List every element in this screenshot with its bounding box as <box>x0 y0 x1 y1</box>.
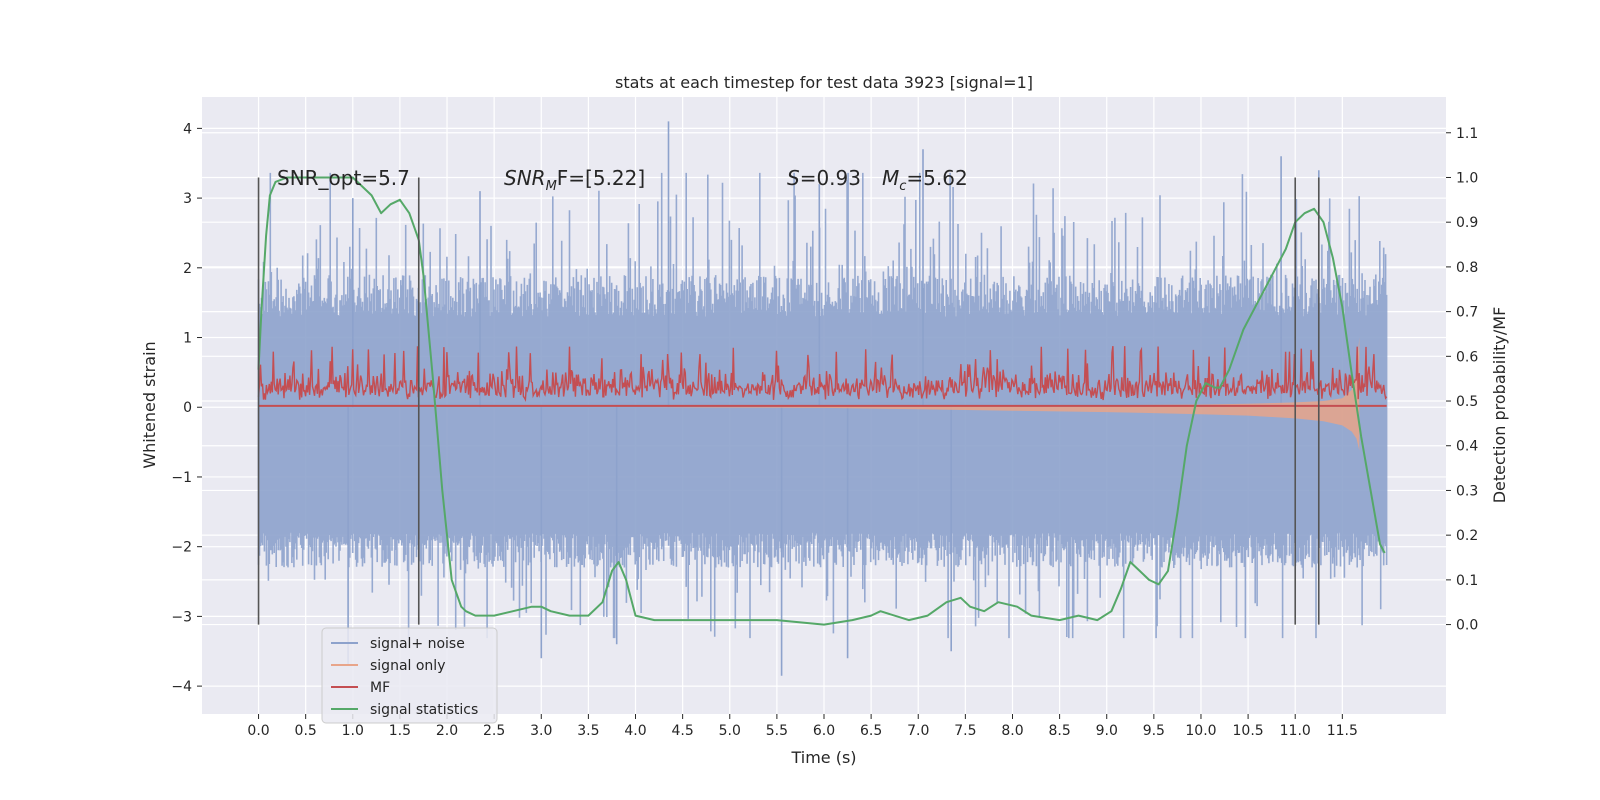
vertical-markers <box>257 177 1320 625</box>
x-tick-label: 0.5 <box>295 723 317 739</box>
y-left-tick-label: −3 <box>171 609 192 625</box>
series-signal-noise-spikes <box>347 121 1320 676</box>
x-tick-label: 5.5 <box>766 723 788 739</box>
x-tick-label: 9.0 <box>1096 723 1118 739</box>
x-tick-label: 0.0 <box>247 723 269 739</box>
y-right-tick-label: 0.4 <box>1456 439 1478 455</box>
y-axis-left-ticks: 4 3 2 1 0 −1 −2 −3 −4 <box>171 121 202 695</box>
annotation-mc-main: M <box>882 166 899 190</box>
y-right-tick-label: 0.3 <box>1456 483 1478 499</box>
annotation-snr-mf-rest: F=[5.22] <box>557 166 645 190</box>
x-tick-label: 11.5 <box>1327 723 1358 739</box>
x-tick-label: 1.5 <box>389 723 411 739</box>
y-right-tick-label: 1.1 <box>1456 126 1478 142</box>
legend-label: MF <box>370 680 390 696</box>
series-signal-statistics <box>257 176 1386 626</box>
y-axis-left-label: Whitened strain <box>140 341 159 468</box>
y-left-tick-label: 0 <box>183 400 192 416</box>
x-tick-label: 10.0 <box>1185 723 1216 739</box>
legend-label: signal+ noise <box>370 636 465 652</box>
legend-label: signal statistics <box>370 702 478 718</box>
legend: signal+ noise signal only MF signal statist… <box>321 627 498 724</box>
annotation-s-main: S <box>787 166 800 190</box>
x-tick-label: 7.5 <box>954 723 976 739</box>
y-right-tick-label: 0.2 <box>1456 528 1478 544</box>
y-right-tick-label: 0.7 <box>1456 305 1478 321</box>
y-right-tick-label: 0.0 <box>1456 618 1478 634</box>
annotation-mc-sub: c <box>899 179 906 194</box>
x-tick-label: 4.5 <box>672 723 694 739</box>
y-left-tick-label: 3 <box>183 191 192 207</box>
x-tick-label: 5.0 <box>719 723 741 739</box>
x-tick-label: 11.0 <box>1280 723 1311 739</box>
y-left-tick-label: −1 <box>171 470 192 486</box>
annotation-s: S=0.93 <box>787 166 861 190</box>
x-tick-label: 2.0 <box>436 723 458 739</box>
legend-box <box>321 627 498 724</box>
x-tick-label: 3.5 <box>577 723 599 739</box>
chart-title: stats at each timestep for test data 392… <box>615 73 1033 92</box>
annotation-s-rest: =0.93 <box>800 166 861 190</box>
y-left-tick-label: 2 <box>183 261 192 277</box>
x-tick-label: 8.0 <box>1001 723 1023 739</box>
annotation-snr-mf: SNRMF=[5.22] <box>504 166 645 194</box>
x-tick-label: 8.5 <box>1048 723 1070 739</box>
y-right-tick-label: 0.6 <box>1456 349 1478 365</box>
y-right-tick-label: 1.0 <box>1456 170 1478 186</box>
y-right-tick-label: 0.5 <box>1456 394 1478 410</box>
annotation-mc: Mc=5.62 <box>882 166 968 194</box>
x-tick-label: 1.0 <box>342 723 364 739</box>
x-tick-label: 9.5 <box>1143 723 1165 739</box>
x-axis-ticks: 0.0 0.5 1.0 1.5 2.0 2.5 3.0 3.5 4.0 4.5 5.0 5.5 6.0 6… <box>247 714 1358 739</box>
x-tick-label: 2.5 <box>483 723 505 739</box>
series-mf <box>257 346 1388 402</box>
annotation-snr-opt: SNR_opt=5.7 <box>277 166 410 190</box>
y-left-tick-label: −2 <box>171 540 192 556</box>
annotation-snr-mf-sub: M <box>546 179 557 194</box>
annotation-snr-mf-main: SNR <box>504 166 546 190</box>
x-tick-label: 4.0 <box>624 723 646 739</box>
x-tick-label: 3.0 <box>530 723 552 739</box>
x-tick-label: 7.0 <box>907 723 929 739</box>
x-tick-label: 10.5 <box>1233 723 1264 739</box>
y-left-tick-label: −4 <box>171 679 192 695</box>
y-right-tick-label: 0.1 <box>1456 573 1478 589</box>
y-axis-right-label: Detection probability/MF <box>1490 307 1509 504</box>
y-right-tick-label: 0.8 <box>1456 260 1478 276</box>
series-layer <box>257 121 1388 676</box>
y-left-tick-label: 1 <box>183 331 192 347</box>
y-left-tick-label: 4 <box>183 121 192 137</box>
y-right-tick-label: 0.9 <box>1456 215 1478 231</box>
legend-label: signal only <box>370 658 445 674</box>
x-tick-label: 6.0 <box>813 723 835 739</box>
x-axis-label: Time (s) <box>790 748 856 767</box>
x-tick-label: 6.5 <box>860 723 882 739</box>
annotation-mc-rest: =5.62 <box>906 166 967 190</box>
y-axis-right-ticks: 1.1 1.0 0.9 0.8 0.7 0.6 0.5 0.4 0.3 0.2 0.1 0.0 <box>1446 126 1478 634</box>
